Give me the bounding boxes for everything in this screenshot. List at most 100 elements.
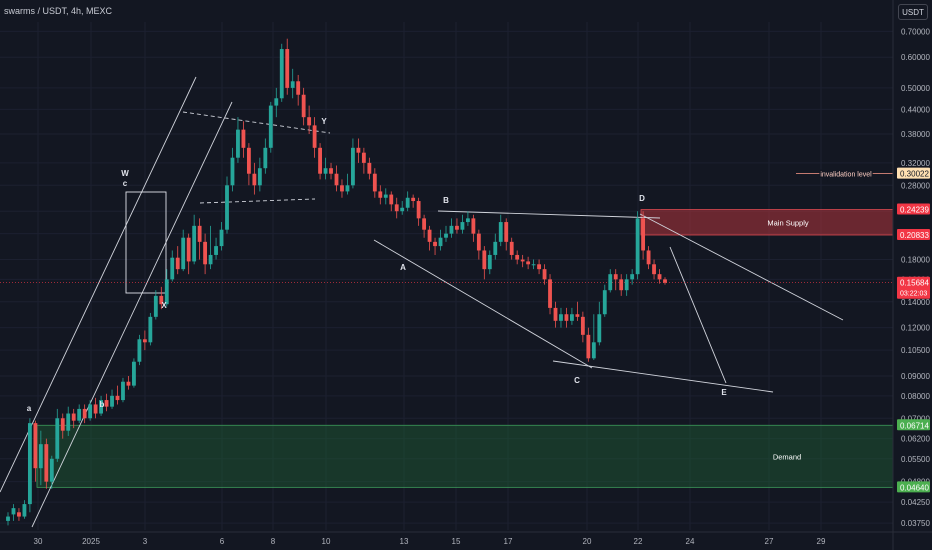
candle-body [438,237,443,247]
price-tick-label: 0.03750 [901,519,930,528]
candle-body [526,261,531,265]
price-tick-label: 0.12000 [901,324,930,333]
trend-lines: invalidation level [0,76,893,528]
candle-body [591,342,596,359]
candle-body [515,254,520,260]
wave-label-Y: Y [321,117,327,126]
time-tick-label: 2025 [82,537,100,546]
candle-body [570,314,574,321]
candle-body [345,185,350,192]
candle-body [142,339,147,343]
candle-body [460,222,465,230]
candle-body [312,125,317,148]
candle-body [192,225,197,262]
price-tick-label: 0.28000 [901,181,930,190]
candle-body [471,218,476,234]
trend-line [639,213,844,321]
price-tick-label: 0.10500 [901,346,930,355]
candle-body [657,274,662,280]
current-price-tag-countdown: 03:22:03 [900,291,927,298]
supply-zone-label: Main Supply [767,218,809,227]
wave-label-c: c [123,179,128,188]
candle-body [575,314,580,317]
price-tick-label: 0.70000 [901,27,930,36]
candle-body [340,185,344,192]
candle-body [476,233,481,251]
candle-body [323,168,328,174]
demand-bottom-tag [897,481,930,493]
candle-body [115,395,120,401]
candle-body [334,173,339,186]
candle-body [372,173,377,192]
chart-title: swarms / USDT, 4h, MEXC [4,6,113,16]
candle-body [641,218,646,251]
demand-bottom-tag-text: 0.04640 [900,483,929,492]
candle-body [580,316,585,335]
candle-body [164,279,169,305]
price-tick-label: 0.07000 [901,414,930,423]
zones: Main Supply Demand [36,209,894,488]
candle-body [537,264,541,270]
time-tick-label: 15 [452,537,461,546]
candle-body [493,241,498,255]
candle-body [121,381,125,401]
candle-body [153,295,158,317]
trend-line [373,239,593,369]
candle-body [230,157,235,186]
candle-body [11,508,16,515]
wave-label-W: W [121,169,129,178]
time-tick-label: 24 [686,537,695,546]
wave-label-b: b [100,400,105,409]
invalidation-price-tag-text: 0.30022 [900,170,929,179]
candle-body [361,152,366,163]
time-tick-label: 6 [220,537,225,546]
candle-body [465,218,470,223]
candle-body [181,237,186,270]
price-tick-label: 0.38000 [901,130,930,139]
candle-body [6,516,10,521]
currency-button[interactable]: USDT [898,4,928,20]
candle-body [520,259,525,262]
candle-body [531,264,536,266]
candle-body [88,404,93,419]
candle-body [405,197,410,208]
invalidation-label: invalidation level [820,172,872,179]
current-price-tag-text: 0.15684 [900,279,929,288]
candle-body [318,147,322,174]
candle-body [33,423,38,469]
candle-body [186,237,191,262]
candle-body [498,222,503,242]
candle-body [252,173,257,186]
candle-body [394,204,399,212]
demand-top-tag-text: 0.06714 [900,421,929,430]
candle-body [263,147,268,169]
candle-body [49,458,54,482]
candle-body [175,257,180,270]
price-tick-label: 0.60000 [901,53,930,62]
candle-body [389,194,394,205]
candle-body [214,246,218,255]
supply-bottom-tag-text: 0.20833 [900,231,929,240]
wave-label-A: A [400,263,406,272]
candle-body [38,444,43,469]
trend-line [0,76,197,493]
candle-body [197,225,202,242]
price-tick-label: 0.04250 [901,498,930,507]
candle-body [422,218,427,230]
candle-body [159,295,164,305]
candle-body [608,274,613,291]
price-tick-label: 0.18000 [901,256,930,265]
candle-body [646,250,651,265]
time-tick-label: 29 [817,537,826,546]
supply-bottom-tag [897,228,930,240]
price-tick-label: 0.14000 [901,298,930,307]
time-tick-label: 17 [504,537,513,546]
price-tick-label: 0.50000 [901,84,930,93]
candle-body [367,162,372,174]
price-tick-label: 0.06200 [901,435,930,444]
candle-body [509,241,514,255]
supply-top-tag-text: 0.24239 [900,206,929,215]
candle-body [307,117,312,126]
